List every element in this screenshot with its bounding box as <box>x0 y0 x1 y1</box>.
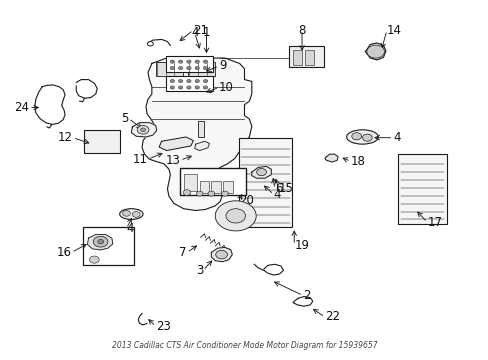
Circle shape <box>178 60 183 63</box>
Text: 21: 21 <box>193 24 208 37</box>
Circle shape <box>178 86 183 89</box>
Bar <box>293 50 302 64</box>
Polygon shape <box>142 58 251 211</box>
Circle shape <box>170 80 174 83</box>
Circle shape <box>122 211 130 216</box>
Bar <box>82 226 134 265</box>
Circle shape <box>98 239 103 244</box>
Bar <box>183 174 197 192</box>
Circle shape <box>203 86 207 89</box>
Text: 6: 6 <box>274 183 282 195</box>
Circle shape <box>132 212 140 217</box>
Text: 22: 22 <box>325 310 339 324</box>
Polygon shape <box>131 123 157 137</box>
Circle shape <box>195 67 199 70</box>
Circle shape <box>221 191 228 196</box>
Bar <box>289 46 324 67</box>
Bar <box>188 62 215 76</box>
Circle shape <box>137 126 149 134</box>
Circle shape <box>170 86 174 89</box>
Text: 23: 23 <box>156 320 170 333</box>
Bar <box>397 154 446 224</box>
Text: 3: 3 <box>195 264 203 277</box>
Circle shape <box>186 86 191 89</box>
Text: 8: 8 <box>298 24 305 37</box>
Text: 18: 18 <box>350 155 365 168</box>
Circle shape <box>215 250 227 259</box>
Text: 19: 19 <box>294 239 308 252</box>
Text: 5: 5 <box>121 112 128 125</box>
Circle shape <box>170 67 174 70</box>
Polygon shape <box>217 203 254 228</box>
Circle shape <box>203 80 207 83</box>
Bar <box>166 56 212 72</box>
Bar <box>238 138 292 227</box>
Polygon shape <box>159 137 193 150</box>
Circle shape <box>256 168 266 176</box>
Bar <box>166 76 212 91</box>
Text: 10: 10 <box>219 81 234 94</box>
Circle shape <box>215 201 256 231</box>
Circle shape <box>195 80 199 83</box>
Circle shape <box>89 256 99 263</box>
Ellipse shape <box>120 209 143 220</box>
Text: 9: 9 <box>219 59 226 72</box>
Circle shape <box>178 80 183 83</box>
Polygon shape <box>87 234 113 250</box>
Text: 11: 11 <box>133 153 148 166</box>
Polygon shape <box>325 154 337 162</box>
Circle shape <box>183 190 190 195</box>
Polygon shape <box>251 166 271 178</box>
Polygon shape <box>211 247 232 262</box>
Circle shape <box>366 45 384 58</box>
Bar <box>223 181 232 193</box>
Bar <box>199 181 209 193</box>
Polygon shape <box>365 43 385 60</box>
Circle shape <box>203 67 207 70</box>
Circle shape <box>195 86 199 89</box>
Text: 1: 1 <box>203 27 210 40</box>
Text: 4: 4 <box>126 222 134 235</box>
Circle shape <box>195 60 199 63</box>
Circle shape <box>186 80 191 83</box>
Text: 2: 2 <box>303 289 310 302</box>
Bar <box>211 181 221 193</box>
Circle shape <box>207 191 214 196</box>
Circle shape <box>170 60 174 63</box>
Circle shape <box>196 191 203 196</box>
Circle shape <box>362 134 371 141</box>
Text: 20: 20 <box>238 194 253 207</box>
Circle shape <box>93 236 108 247</box>
Circle shape <box>186 60 191 63</box>
Text: 17: 17 <box>427 216 442 229</box>
Text: 16: 16 <box>56 246 71 259</box>
Bar <box>180 168 245 195</box>
Circle shape <box>178 67 183 70</box>
Ellipse shape <box>346 130 378 144</box>
Circle shape <box>351 133 361 140</box>
Circle shape <box>203 60 207 63</box>
Circle shape <box>225 209 245 223</box>
Text: 4: 4 <box>191 27 198 40</box>
Circle shape <box>186 67 191 70</box>
Bar <box>305 50 314 64</box>
Bar <box>156 62 182 76</box>
Text: 2013 Cadillac CTS Air Conditioner Mode Motor Diagram for 15939657: 2013 Cadillac CTS Air Conditioner Mode M… <box>111 341 377 350</box>
Text: 14: 14 <box>386 24 401 37</box>
Circle shape <box>147 41 153 46</box>
Bar <box>198 121 203 137</box>
Text: 4: 4 <box>273 188 281 201</box>
Text: 7: 7 <box>179 246 186 259</box>
Text: 4: 4 <box>392 131 400 144</box>
Bar <box>83 130 120 153</box>
Text: 13: 13 <box>165 154 180 167</box>
Polygon shape <box>194 141 209 150</box>
Text: 24: 24 <box>14 101 29 114</box>
Text: 15: 15 <box>278 183 293 195</box>
Text: 12: 12 <box>58 131 73 144</box>
Circle shape <box>141 128 145 132</box>
